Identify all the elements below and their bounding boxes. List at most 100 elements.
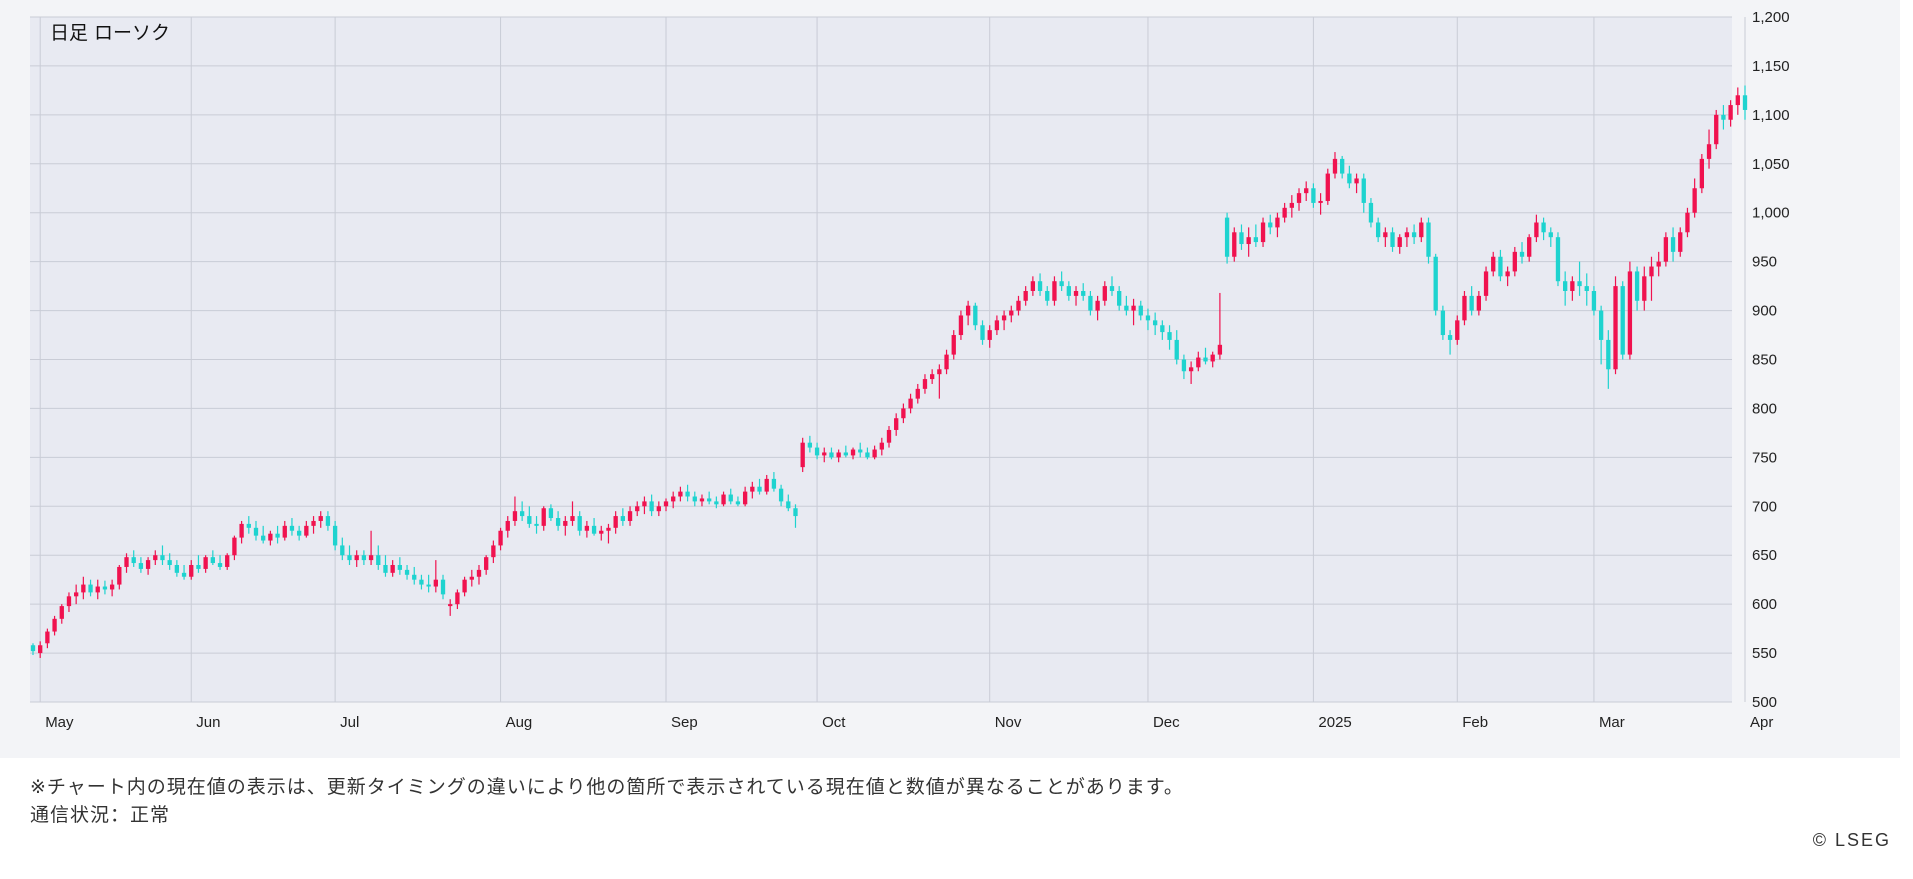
candle-body bbox=[59, 606, 64, 619]
candle bbox=[894, 413, 899, 436]
candle-body bbox=[1426, 222, 1431, 257]
candle bbox=[1124, 295, 1129, 316]
candle bbox=[1699, 154, 1704, 194]
candle-body bbox=[721, 494, 726, 505]
candle bbox=[102, 580, 108, 595]
candle-body bbox=[1052, 281, 1057, 301]
candle bbox=[807, 435, 813, 453]
candle bbox=[570, 501, 575, 526]
candle-body bbox=[1483, 271, 1489, 296]
candle bbox=[340, 537, 345, 561]
candle-body bbox=[1656, 261, 1661, 267]
candle-body bbox=[1527, 237, 1532, 257]
x-tick-label: Mar bbox=[1599, 714, 1625, 731]
candle-body bbox=[793, 508, 798, 517]
candle-body bbox=[1577, 281, 1582, 287]
y-tick-label: 950 bbox=[1752, 254, 1777, 271]
candle-body bbox=[476, 569, 482, 577]
candle-body bbox=[584, 525, 590, 531]
candle-body bbox=[814, 447, 820, 456]
candle-body bbox=[627, 511, 633, 521]
candle-body bbox=[275, 533, 280, 538]
candle-body bbox=[1095, 300, 1100, 311]
candle bbox=[1598, 305, 1604, 365]
candle-body bbox=[1433, 256, 1438, 311]
candle-body bbox=[1476, 295, 1482, 311]
candle bbox=[1555, 232, 1561, 287]
candle-body bbox=[469, 576, 474, 580]
candle bbox=[448, 599, 453, 616]
candle-body bbox=[1203, 357, 1208, 362]
candle bbox=[1304, 181, 1309, 201]
candle bbox=[965, 300, 971, 326]
candle-body bbox=[74, 592, 79, 597]
candle bbox=[1512, 246, 1517, 277]
candle-body bbox=[1332, 158, 1338, 174]
candle bbox=[484, 555, 489, 575]
candle-body bbox=[937, 369, 942, 375]
candle bbox=[642, 496, 647, 515]
candle-body bbox=[304, 525, 309, 536]
candle bbox=[1224, 212, 1230, 264]
candle bbox=[1275, 212, 1280, 238]
candle bbox=[584, 520, 590, 538]
candle bbox=[1081, 283, 1086, 301]
candle-body bbox=[922, 379, 928, 389]
candle-body bbox=[1642, 276, 1647, 301]
candle-body bbox=[462, 579, 467, 593]
disclaimer-note: ※チャート内の現在値の表示は、更新タイミングの違いにより他の箇所で表示されている… bbox=[30, 776, 1184, 798]
candle-body bbox=[498, 530, 503, 546]
candle bbox=[167, 553, 172, 570]
candle-body bbox=[1145, 315, 1151, 321]
candle-body bbox=[1253, 237, 1259, 243]
x-axis-labels: May Jun Jul Aug Sep Oct Nov Dec 2025 Feb Mar Apr bbox=[45, 714, 1773, 731]
candle bbox=[930, 369, 935, 384]
candle bbox=[1728, 100, 1733, 127]
candle-body bbox=[1670, 237, 1676, 252]
candle bbox=[1721, 105, 1726, 130]
candle-body bbox=[109, 584, 115, 590]
candle-body bbox=[843, 452, 848, 456]
candle bbox=[95, 579, 100, 600]
candle-body bbox=[858, 449, 863, 453]
candle bbox=[1332, 152, 1338, 179]
candle-body bbox=[958, 315, 964, 336]
candle-body bbox=[1541, 222, 1546, 233]
candle bbox=[268, 530, 273, 546]
candle-body bbox=[433, 579, 438, 587]
y-tick-label: 1,050 bbox=[1752, 156, 1790, 173]
y-tick-label: 700 bbox=[1752, 498, 1777, 515]
candle bbox=[699, 494, 705, 507]
candle bbox=[1102, 281, 1107, 306]
candle bbox=[196, 555, 201, 573]
y-tick-label: 650 bbox=[1752, 547, 1777, 564]
candle bbox=[361, 550, 367, 565]
candle bbox=[491, 540, 496, 564]
candle-body bbox=[519, 511, 525, 517]
candle-body bbox=[1275, 217, 1280, 228]
candle bbox=[519, 501, 525, 521]
y-tick-label: 900 bbox=[1752, 303, 1777, 320]
candle-body bbox=[1232, 232, 1237, 257]
candle bbox=[1368, 198, 1374, 228]
candle-body bbox=[1555, 237, 1561, 282]
x-tick-label: Jun bbox=[196, 714, 220, 731]
candle-body bbox=[390, 565, 395, 573]
candle-body bbox=[38, 645, 43, 654]
candle-body bbox=[1347, 173, 1352, 184]
candle-body bbox=[908, 398, 913, 409]
candle-body bbox=[1030, 281, 1036, 291]
candle-body bbox=[548, 508, 554, 519]
candle-body bbox=[642, 501, 647, 507]
candle bbox=[275, 525, 280, 544]
candle bbox=[332, 520, 338, 551]
candle-body bbox=[757, 486, 762, 492]
candle-body bbox=[1282, 207, 1287, 218]
candle-body bbox=[930, 374, 935, 380]
candle-body bbox=[1009, 310, 1014, 316]
candle-body bbox=[1584, 286, 1589, 291]
candle bbox=[1030, 276, 1036, 296]
candle bbox=[412, 566, 417, 585]
candle-body bbox=[397, 565, 403, 570]
candle bbox=[138, 557, 144, 573]
